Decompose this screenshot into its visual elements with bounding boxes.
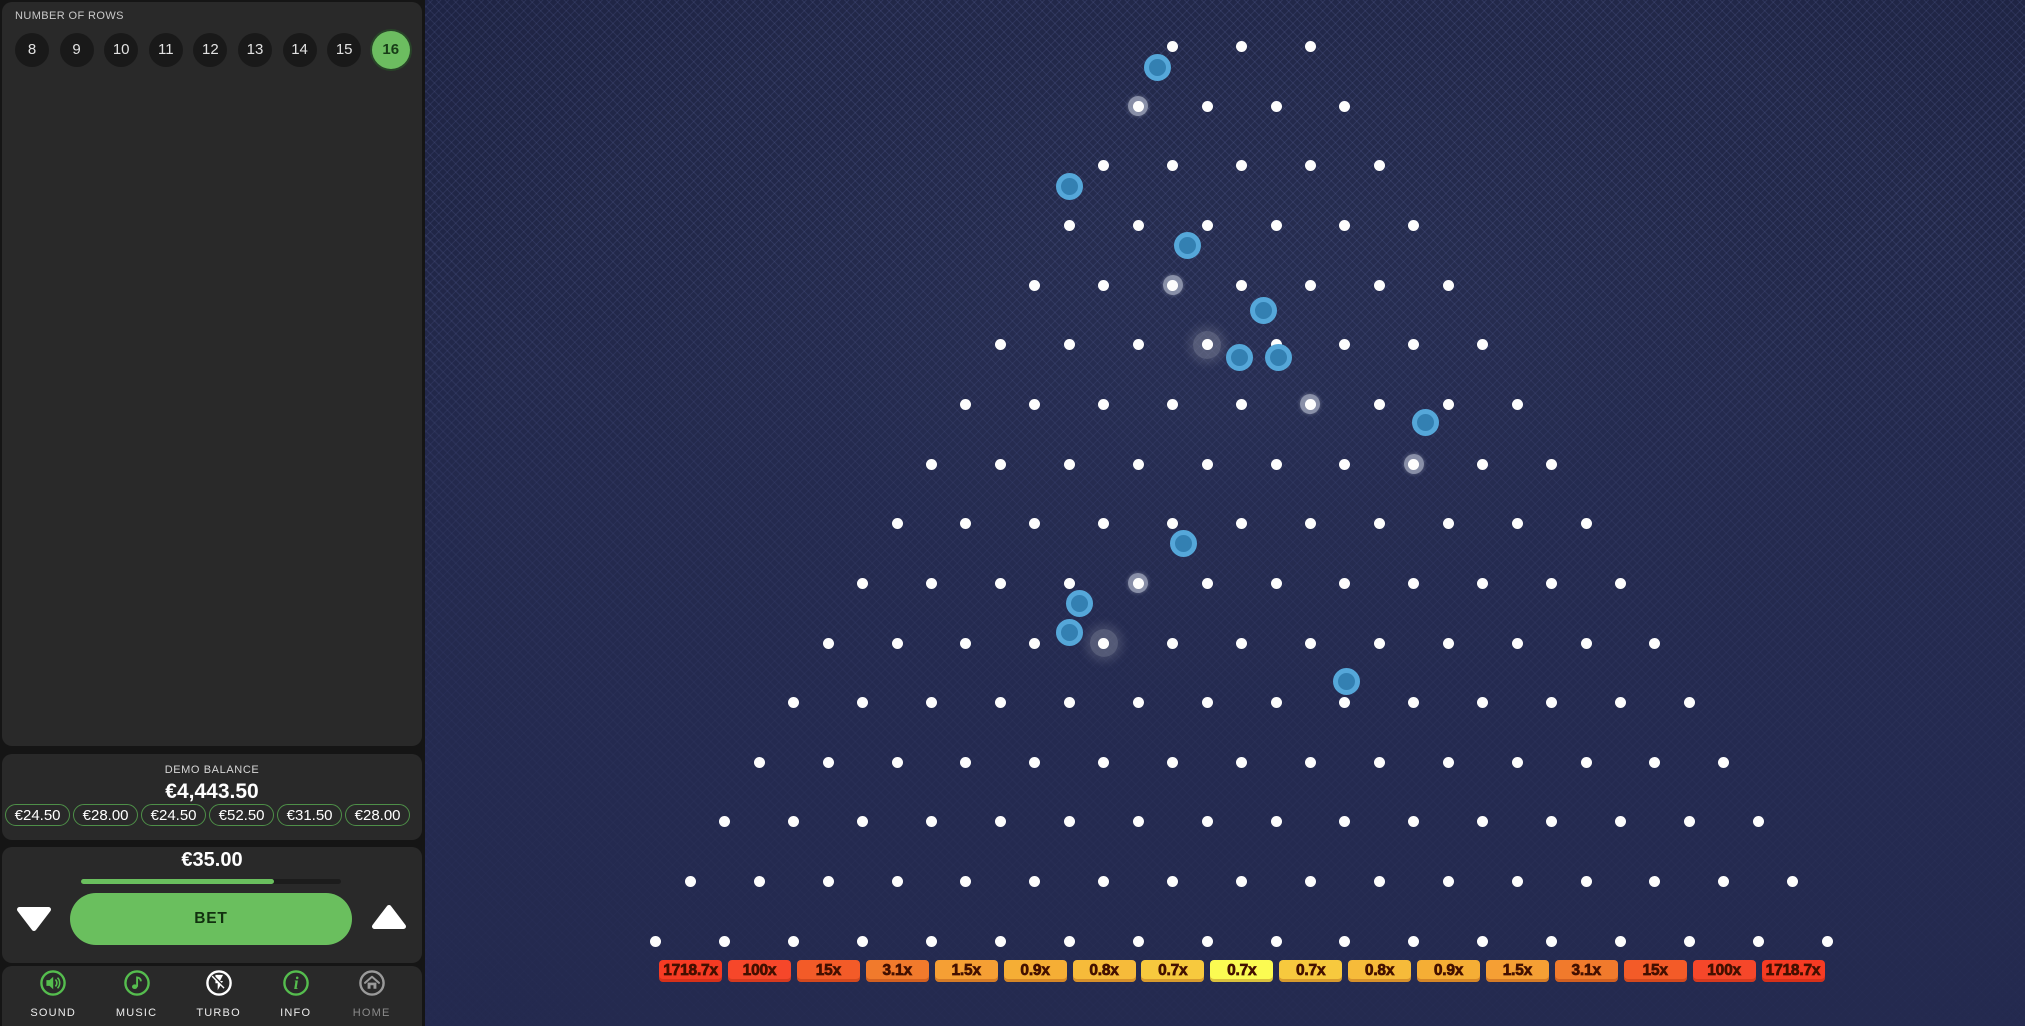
svg-text:i: i	[293, 973, 298, 993]
